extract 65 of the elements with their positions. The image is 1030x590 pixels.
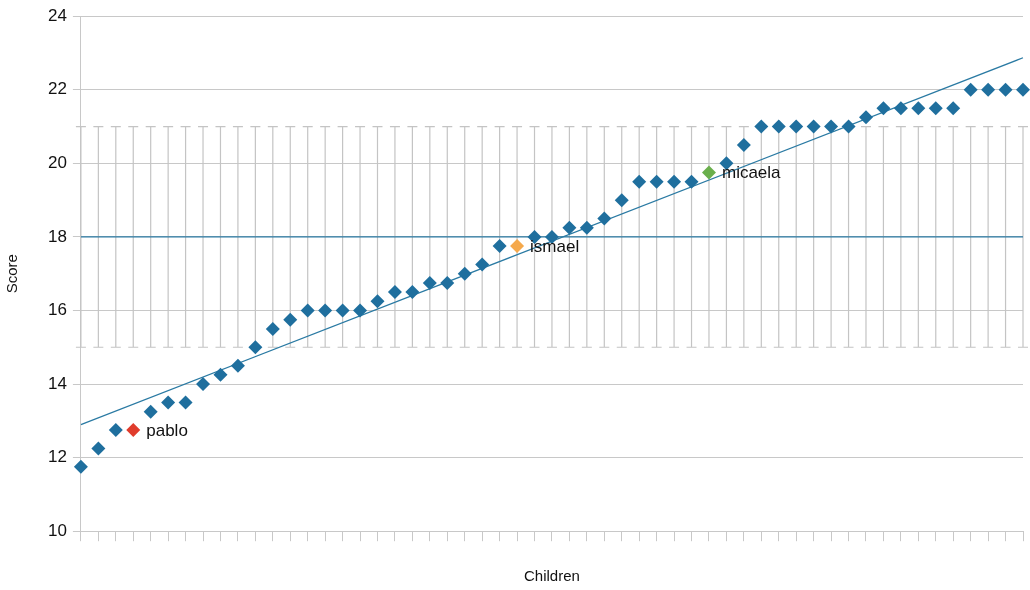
point <box>754 119 769 134</box>
data-label: pablo <box>146 420 188 440</box>
point <box>440 275 455 290</box>
point <box>318 303 333 318</box>
y-tick-label: 20 <box>47 153 67 173</box>
point <box>928 101 943 116</box>
data-label: micaela <box>721 163 782 183</box>
point <box>422 275 437 290</box>
y-tick-label: 24 <box>47 5 67 25</box>
point <box>632 174 647 189</box>
y-tick-label: 12 <box>47 447 67 467</box>
point <box>701 165 716 180</box>
point <box>614 193 629 208</box>
point <box>196 377 211 392</box>
point <box>300 303 315 318</box>
point <box>265 321 280 336</box>
point <box>73 459 88 474</box>
point <box>283 312 298 327</box>
point <box>213 367 228 382</box>
point <box>841 119 856 134</box>
point <box>806 119 821 134</box>
point <box>579 220 594 235</box>
point <box>475 257 490 272</box>
point <box>911 101 926 116</box>
point <box>492 239 507 254</box>
y-axis-title: Score <box>3 254 21 294</box>
point <box>562 220 577 235</box>
point <box>510 239 525 254</box>
point <box>143 404 158 419</box>
y-tick-label: 22 <box>47 79 67 99</box>
point <box>824 119 839 134</box>
point <box>684 174 699 189</box>
point <box>963 82 978 97</box>
point <box>597 211 612 226</box>
y-tick-label: 14 <box>47 373 67 393</box>
point <box>126 423 141 438</box>
point <box>946 101 961 116</box>
point <box>981 82 996 97</box>
x-axis-title: Children <box>524 567 580 585</box>
point <box>161 395 176 410</box>
point <box>893 101 908 116</box>
data-label: ismael <box>530 236 580 256</box>
point <box>230 358 245 373</box>
point <box>405 285 420 300</box>
point <box>335 303 350 318</box>
y-tick-label: 18 <box>47 226 67 246</box>
point <box>1016 82 1030 97</box>
point <box>789 119 804 134</box>
y-tick-label: 10 <box>47 520 67 540</box>
point <box>387 285 402 300</box>
point <box>178 395 193 410</box>
point <box>353 303 368 318</box>
y-tick-label: 16 <box>47 300 67 320</box>
point <box>998 82 1013 97</box>
point <box>858 110 873 125</box>
point <box>91 441 106 456</box>
point <box>457 266 472 281</box>
point <box>667 174 682 189</box>
point <box>736 137 751 152</box>
point <box>108 423 123 438</box>
point <box>771 119 786 134</box>
point <box>248 340 263 355</box>
point <box>649 174 664 189</box>
point <box>876 101 891 116</box>
point <box>370 294 385 309</box>
